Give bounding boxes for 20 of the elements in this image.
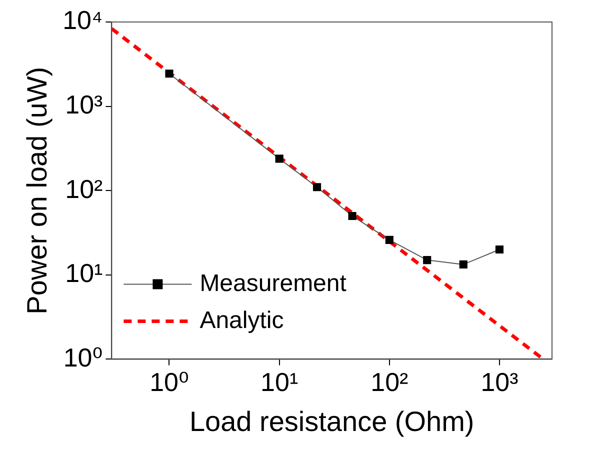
point [312,183,322,192]
y-tick-label: 10³ [65,89,104,120]
legend-label: Measurement [200,270,347,297]
legend-label: Analytic [200,306,284,334]
x-tick-label: 10⁰ [150,366,189,397]
y-tick-label: 10² [65,174,104,204]
y-tick-label: 10⁴ [62,5,103,36]
point [385,236,394,244]
point [348,212,356,220]
x-axis-title: Load resistance (Ohm) [189,406,474,437]
x-tick-label: 10³ [480,366,519,397]
x-tick-label: 10² [370,366,409,397]
point [459,260,468,268]
y-tick-label: 10¹ [65,258,104,288]
point [495,245,504,254]
point [423,256,432,264]
x-tick-label: 10¹ [260,366,298,397]
y-axis-title: Power on load (uW) [22,66,53,314]
y-tick-label: 10⁰ [63,342,103,372]
point [275,154,284,163]
